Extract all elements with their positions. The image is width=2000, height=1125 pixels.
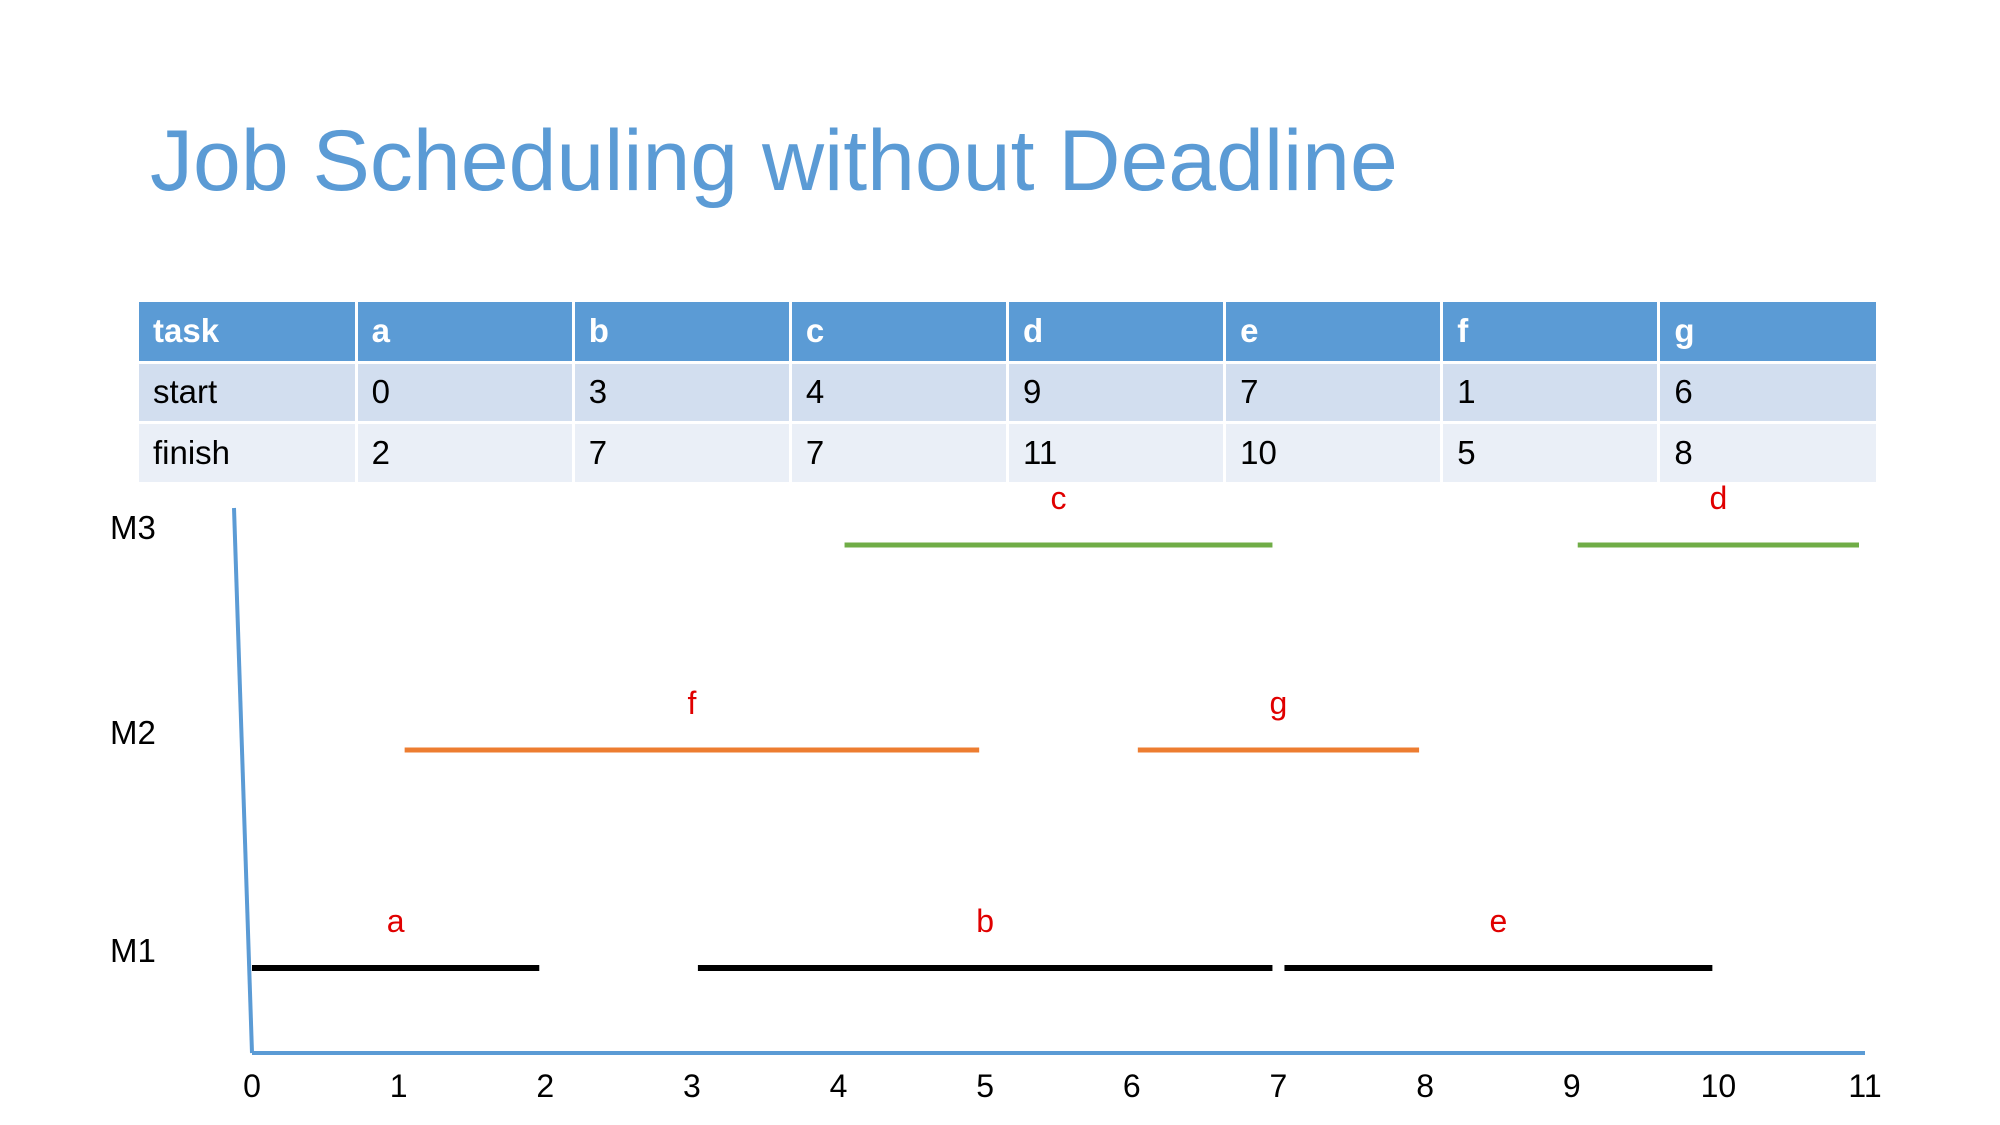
x-tick-label: 10 <box>1701 1068 1737 1104</box>
x-tick-labels: 0 1 2 3 4 5 6 7 8 9 10 11 <box>243 1068 1882 1104</box>
header-cell: task <box>139 302 358 362</box>
machine-label: M3 <box>110 509 156 546</box>
header-cell: e <box>1224 302 1444 362</box>
table-cell: 4 <box>790 360 1010 422</box>
machine-label: M2 <box>110 714 156 751</box>
task-bar-label: f <box>687 685 696 721</box>
table-cell: 6 <box>1658 360 1876 422</box>
table-cell: 9 <box>1007 360 1227 422</box>
chart-axes <box>232 507 1865 1055</box>
header-cell: a <box>356 302 575 362</box>
table-cell: 5 <box>1441 420 1661 482</box>
table-cell: 0 <box>356 360 575 422</box>
header-cell: f <box>1441 302 1661 362</box>
header-cell: d <box>1007 302 1227 362</box>
table-cell: 2 <box>356 420 575 482</box>
table-cell: 7 <box>573 420 792 482</box>
x-tick-label: 5 <box>976 1068 994 1104</box>
table-header-row: task a b c d e f g <box>139 302 1876 362</box>
machine-labels: M1 M2 M3 <box>110 509 156 969</box>
task-bar-label: a <box>387 903 405 939</box>
task-table: task a b c d e f g start 0 3 4 9 7 1 6 f… <box>139 302 1876 482</box>
table-row-finish: finish 2 7 7 11 10 5 8 <box>139 420 1876 482</box>
table-row-start: start 0 3 4 9 7 1 6 <box>139 360 1876 422</box>
header-cell: b <box>573 302 792 362</box>
x-tick-label: 4 <box>830 1068 848 1104</box>
task-bars <box>252 542 1859 971</box>
table-cell: start <box>139 360 358 422</box>
x-tick-label: 3 <box>683 1068 701 1104</box>
table-cell: 7 <box>1224 360 1444 422</box>
table-cell: 3 <box>573 360 792 422</box>
x-tick-label: 1 <box>390 1068 408 1104</box>
x-tick-label: 2 <box>536 1068 554 1104</box>
header-cell: g <box>1658 302 1876 362</box>
header-cell: c <box>790 302 1010 362</box>
task-bar-label: b <box>976 903 994 939</box>
slide-title: Job Scheduling without Deadline <box>150 113 1398 209</box>
machine-label: M1 <box>110 932 156 969</box>
task-bar-label: e <box>1490 903 1508 939</box>
table-cell: 8 <box>1658 420 1876 482</box>
x-tick-label: 11 <box>1848 1068 1881 1104</box>
x-tick-label: 0 <box>243 1068 261 1104</box>
table-cell: 1 <box>1441 360 1661 422</box>
x-tick-label: 7 <box>1270 1068 1288 1104</box>
task-bar-labels: a b e f g c d <box>387 480 1728 939</box>
x-tick-label: 9 <box>1563 1068 1581 1104</box>
table-cell: 10 <box>1224 420 1444 482</box>
task-bar-label: d <box>1709 480 1727 516</box>
table-cell: 7 <box>790 420 1010 482</box>
table-cell: 11 <box>1007 420 1227 482</box>
task-bar-label: g <box>1270 685 1288 721</box>
task-bar-label: c <box>1051 480 1067 516</box>
table-cell: finish <box>139 420 358 482</box>
y-axis-line <box>232 507 254 1054</box>
x-tick-label: 8 <box>1416 1068 1434 1104</box>
x-tick-label: 6 <box>1123 1068 1141 1104</box>
